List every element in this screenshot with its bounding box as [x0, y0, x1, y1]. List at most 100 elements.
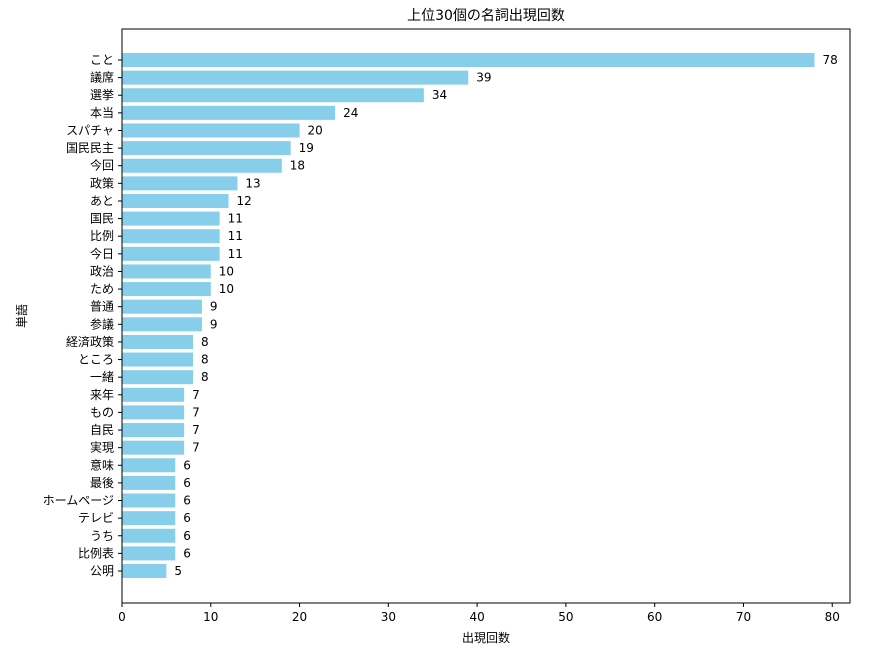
category-label-5: 国民民主 [66, 141, 114, 155]
category-label-3: 本当 [90, 106, 114, 120]
y-axis-title: 単語 [14, 304, 29, 328]
value-label-23: 6 [183, 458, 191, 472]
x-tick-label-2: 20 [292, 610, 307, 624]
category-label-1: 議席 [90, 70, 114, 85]
bar-22 [122, 440, 185, 455]
value-label-4: 20 [308, 123, 323, 137]
x-tick-label-4: 40 [469, 610, 484, 624]
bar-15 [122, 317, 202, 332]
bar-23 [122, 458, 176, 473]
bar-1 [122, 70, 469, 85]
category-label-27: うち [90, 529, 114, 543]
category-label-13: ため [90, 282, 114, 296]
bar-8 [122, 193, 229, 208]
bar-20 [122, 405, 185, 420]
value-label-3: 24 [343, 106, 358, 120]
bar-25 [122, 493, 176, 508]
category-label-24: 最後 [90, 476, 114, 490]
category-label-19: 来年 [90, 388, 114, 402]
value-label-10: 11 [228, 229, 243, 243]
category-label-29: 公明 [90, 564, 114, 578]
value-label-7: 13 [245, 176, 260, 190]
bar-29 [122, 564, 167, 578]
category-label-20: もの [90, 405, 114, 419]
bar-11 [122, 246, 220, 261]
bar-14 [122, 299, 202, 314]
chart-title: 上位30個の名詞出現回数 [407, 8, 565, 24]
x-tick-label-7: 70 [736, 610, 751, 624]
value-label-29: 5 [174, 564, 182, 578]
bar-13 [122, 282, 211, 297]
value-label-21: 7 [192, 423, 200, 437]
category-label-12: 政治 [90, 264, 114, 278]
category-label-25: ホームページ [43, 494, 114, 508]
category-label-28: 比例表 [78, 546, 114, 560]
value-label-6: 18 [290, 159, 305, 173]
bar-2 [122, 88, 424, 103]
category-label-4: スパチャ [66, 123, 114, 137]
bar-28 [122, 546, 176, 561]
bar-0 [122, 53, 815, 67]
value-label-13: 10 [219, 282, 234, 296]
x-axis-title: 出現回数 [462, 630, 510, 645]
value-label-15: 9 [210, 317, 218, 331]
category-label-6: 今回 [90, 158, 114, 173]
value-label-12: 10 [219, 264, 234, 278]
bar-6 [122, 158, 282, 173]
value-label-20: 7 [192, 405, 200, 419]
category-label-9: 国民 [90, 212, 114, 226]
category-label-15: 参議 [90, 316, 114, 331]
bars-layer [122, 53, 815, 578]
value-label-27: 6 [183, 529, 191, 543]
bar-3 [122, 105, 336, 120]
category-label-16: 経済政策 [66, 334, 114, 349]
x-tick-label-3: 30 [381, 610, 396, 624]
value-label-14: 9 [210, 300, 218, 314]
x-tick-label-6: 60 [647, 610, 662, 624]
bar-24 [122, 475, 176, 490]
value-label-22: 7 [192, 441, 200, 455]
category-label-8: あと [90, 194, 114, 208]
value-label-16: 8 [201, 335, 209, 349]
value-label-11: 11 [228, 247, 243, 261]
bar-4 [122, 123, 300, 138]
value-label-26: 6 [183, 511, 191, 525]
bar-19 [122, 387, 185, 402]
category-label-21: 自民 [90, 423, 114, 437]
bar-10 [122, 229, 220, 244]
bar-17 [122, 352, 194, 367]
value-labels-layer: 7839342420191813121111111010998887777666… [174, 53, 837, 578]
value-label-2: 34 [432, 88, 447, 102]
x-tick-label-5: 50 [558, 610, 573, 624]
category-label-7: 政策 [90, 176, 114, 190]
category-label-14: 普通 [90, 300, 114, 314]
category-label-17: ところ [78, 353, 114, 367]
value-label-25: 6 [183, 494, 191, 508]
value-label-18: 8 [201, 370, 209, 384]
category-label-18: 一緒 [90, 369, 114, 384]
category-label-22: 実現 [90, 440, 114, 455]
category-labels-layer: こと議席選挙本当スパチャ国民民主今回政策あと国民比例今日政治ため普通参議経済政策… [43, 53, 122, 578]
value-label-28: 6 [183, 546, 191, 560]
bar-12 [122, 264, 211, 279]
category-label-0: こと [90, 53, 114, 67]
category-label-23: 意味 [90, 457, 114, 472]
value-label-24: 6 [183, 476, 191, 490]
x-tick-label-1: 10 [203, 610, 218, 624]
bar-5 [122, 141, 291, 156]
value-label-19: 7 [192, 388, 200, 402]
category-label-11: 今日 [90, 246, 114, 261]
x-tick-label-0: 0 [118, 610, 126, 624]
x-ticks-layer: 0 10 20 30 40 50 60 70 80 [118, 603, 840, 624]
bar-21 [122, 423, 185, 438]
bar-27 [122, 528, 176, 543]
value-label-0: 78 [822, 53, 837, 67]
bar-18 [122, 370, 194, 385]
category-label-2: 選挙 [90, 88, 114, 102]
value-label-9: 11 [228, 212, 243, 226]
value-label-8: 12 [237, 194, 252, 208]
value-label-17: 8 [201, 353, 209, 367]
bar-16 [122, 334, 194, 349]
